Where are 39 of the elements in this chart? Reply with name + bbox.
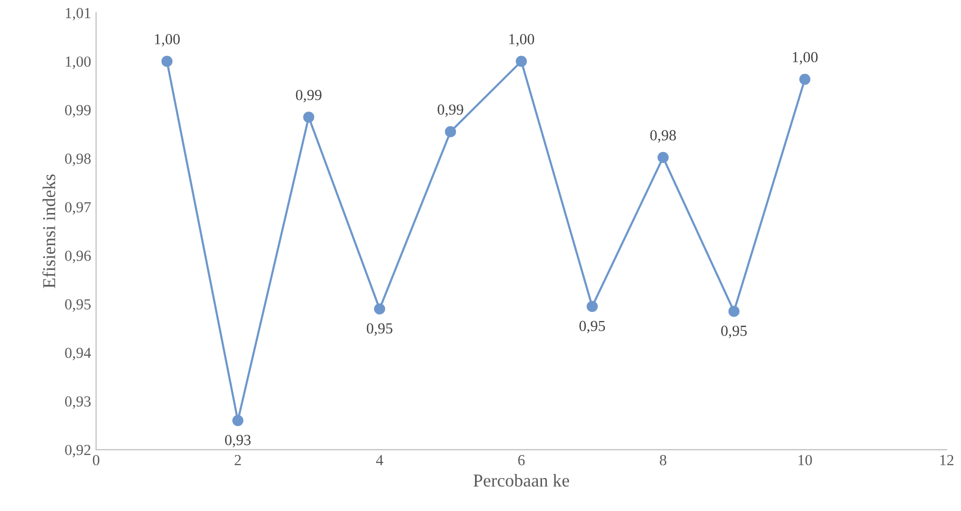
y-tick-label: 1,00 [66,56,91,69]
point [516,56,527,67]
point [374,303,386,314]
data-label: 0,98 [650,130,676,143]
y-tick-label: 0,97 [65,202,91,215]
y-tick-label: 0,99 [65,105,91,118]
y-tick-label: 0,92 [65,444,90,458]
x-tick-label: 0 [92,454,100,466]
data-label: 0,93 [225,434,251,448]
x-tick-label: 12 [940,455,954,466]
x-tick-label: 2 [234,455,241,466]
point [232,414,244,426]
point [728,306,740,317]
x-axis-title: Percobaan ke [473,474,570,487]
data-label: 1,00 [154,34,180,47]
y-tick-label: 0,94 [65,348,91,360]
x-tick-label: 10 [798,454,812,466]
x-tick-label: 4 [376,455,384,466]
point [658,152,669,163]
y-tick-label: 0,93 [65,396,91,409]
y-tick-label: 0,96 [65,250,91,264]
y-tick-label: 1,01 [66,8,90,20]
x-tick-label: 8 [660,454,666,466]
point [303,112,314,123]
point [799,74,810,85]
point [161,56,173,67]
point [444,126,456,138]
y-tick-label: 0,95 [65,299,91,312]
data-label: 1,00 [509,34,534,47]
y-tick-label: 0,98 [65,154,91,166]
data-label: 0,95 [721,326,747,338]
data-label: 1,00 [792,52,818,64]
data-label: 0,99 [438,104,464,117]
y-axis-title: Efisiensi indeks [42,174,56,288]
point [586,300,598,312]
data-label: 0,95 [579,320,605,334]
data-label: 0,95 [366,323,392,336]
data-label: 0,99 [296,90,322,102]
x-tick-label: 6 [518,455,525,466]
